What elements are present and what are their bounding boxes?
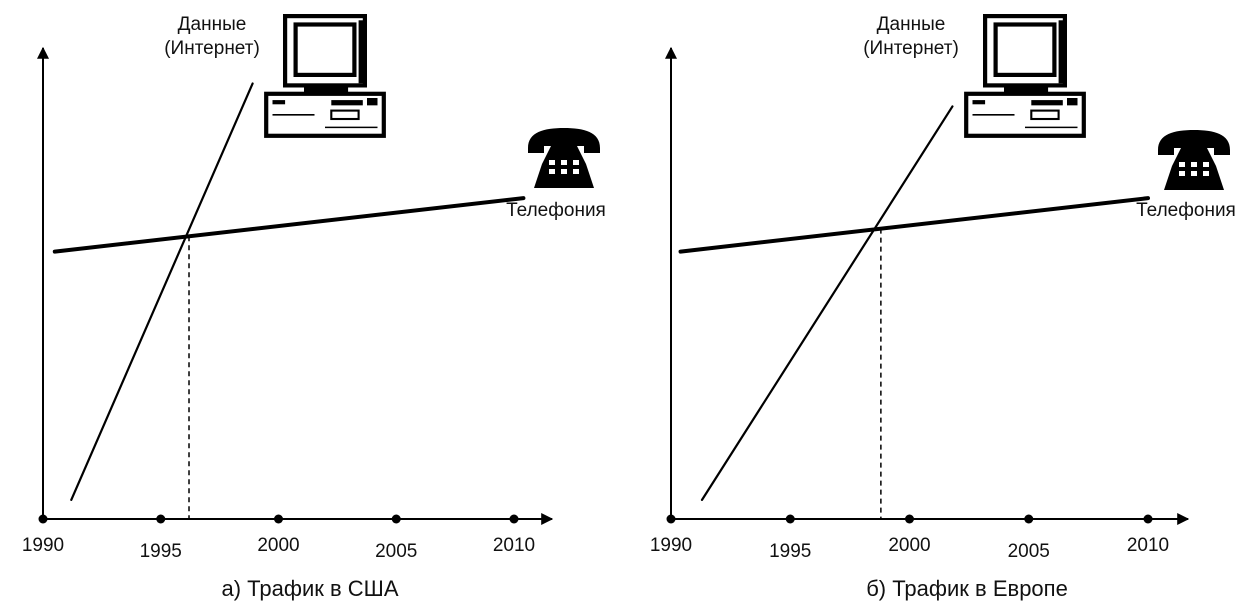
series-line-telephony (52, 196, 526, 254)
x-tick-label: 1990 (22, 535, 64, 556)
x-tick-label: 2000 (888, 535, 930, 556)
x-tick-dot (666, 514, 676, 524)
chart-panel-1: 1990 1995 2000 2005 2010 Данные (Интернет) Теле… (22, 14, 606, 601)
x-tick-dot (1024, 514, 1034, 524)
series-line-data (70, 82, 254, 501)
x-tick-dot (38, 514, 48, 524)
series-label-data: Данные (Интернет) (164, 14, 260, 59)
x-tick-dot (905, 514, 914, 524)
x-tick-label: 1995 (769, 541, 811, 562)
x-tick-label: 2010 (1127, 535, 1169, 556)
x-tick-label: 1990 (650, 535, 692, 556)
series-label-data-line: (Интернет) (863, 38, 959, 59)
x-tick-dot (274, 514, 283, 524)
chart-panel-2: 1990 1995 2000 2005 2010 Данные (Интернет) Теле… (650, 14, 1236, 601)
x-tick-label: 2010 (493, 535, 535, 556)
series-line-telephony (678, 196, 1150, 254)
series-label-telephony: Телефония (1136, 200, 1236, 221)
x-tick-dot (156, 514, 166, 524)
series-label-data-line: Данные (877, 14, 946, 35)
x-tick-dot (391, 514, 401, 524)
x-tick-dot (785, 514, 795, 524)
x-tick-label: 2000 (257, 535, 299, 556)
x-tick-dot (509, 514, 519, 524)
telephone-icon (528, 128, 600, 188)
chart-caption: а) Трафик в США (222, 576, 399, 601)
telephone-icon (1158, 130, 1230, 190)
series-label-data-line: (Интернет) (164, 38, 260, 59)
x-tick-label: 1995 (140, 541, 182, 562)
series-label-telephony: Телефония (506, 200, 606, 221)
x-tick-label: 2005 (375, 541, 417, 562)
computer-icon (266, 16, 384, 136)
x-tick-dot (1143, 514, 1153, 524)
computer-icon (966, 16, 1084, 136)
series-label-data: Данные (Интернет) (863, 14, 959, 59)
chart-caption: б) Трафик в Европе (866, 576, 1068, 601)
series-label-data-line: Данные (178, 14, 247, 35)
series-line-data (700, 105, 954, 501)
x-tick-label: 2005 (1008, 541, 1050, 562)
